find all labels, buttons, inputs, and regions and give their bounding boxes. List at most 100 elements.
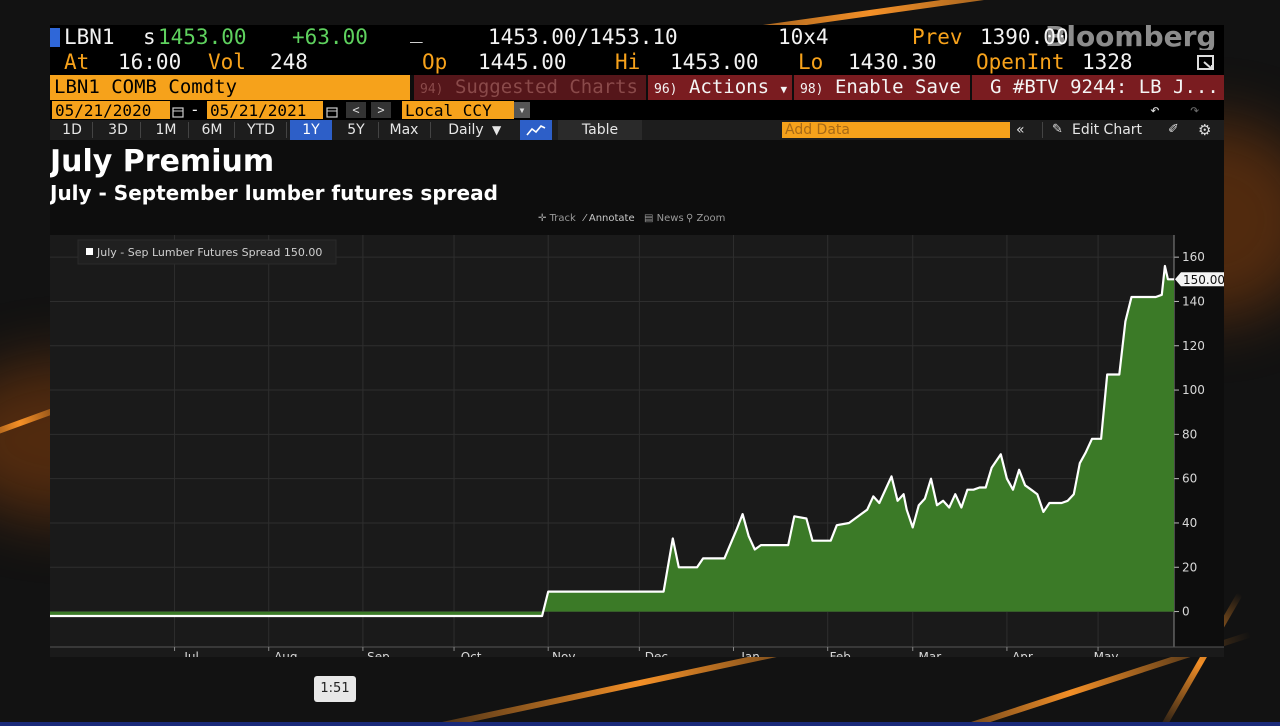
news-headline-button[interactable]: G #BTV 9244: LB J... — [972, 75, 1224, 100]
menu-number: 96) — [654, 82, 678, 97]
timeframe-3d[interactable]: 3D — [108, 122, 128, 138]
quote-time: 16:00 — [118, 50, 182, 74]
x-tick-label: Feb — [830, 650, 851, 657]
security-name[interactable]: LBN1 COMB Comdty — [50, 75, 410, 100]
vol-label: Vol — [208, 50, 246, 74]
y-tick-label: 60 — [1182, 472, 1197, 486]
divider — [140, 122, 141, 138]
divider — [234, 122, 235, 138]
timeframe-6m[interactable]: 6M — [201, 122, 223, 138]
date-row: 05/21/2020 - 05/21/2021 < > Local CCY ▾ … — [50, 100, 1224, 120]
price-change: +63.00 — [292, 25, 368, 49]
menu-number: 98) — [800, 82, 824, 97]
suggested-charts-label: Suggested Charts — [454, 76, 638, 98]
table-button[interactable]: Table — [558, 120, 642, 140]
divider — [286, 122, 287, 138]
timeframe-max[interactable]: Max — [389, 122, 419, 138]
chart-area[interactable]: 0 20 40 60 80 100 120 140 160 150.00 July - Sep Lu… — [50, 210, 1224, 657]
divider — [430, 122, 431, 138]
x-tick-label: Jan — [740, 650, 760, 657]
news-tool[interactable]: ▤ News — [644, 213, 684, 224]
open-value: 1445.00 — [478, 50, 567, 74]
start-date-field[interactable]: 05/21/2020 — [52, 101, 170, 120]
legend-label: July - Sep Lumber Futures Spread 150.00 — [96, 246, 322, 259]
legend-swatch — [86, 248, 93, 255]
dropdown-arrow-icon[interactable]: ▼ — [492, 123, 502, 137]
enable-save-label: Enable Save — [834, 76, 961, 98]
tick-indicator: _ — [410, 25, 423, 43]
draw-icon[interactable]: ✐ — [1168, 122, 1179, 137]
enable-save-button[interactable]: 98) Enable Save — [794, 75, 970, 100]
currency-dropdown-icon[interactable]: ▾ — [514, 102, 530, 118]
previous-period-button[interactable]: < — [346, 102, 366, 118]
x-tick-label: Mar — [919, 650, 942, 657]
suggested-charts-button[interactable]: 94) Suggested Charts — [414, 75, 646, 100]
collapse-icon[interactable]: « — [1016, 122, 1025, 138]
end-date-field[interactable]: 05/21/2021 — [207, 101, 323, 120]
add-data-input[interactable]: Add Data — [782, 122, 1010, 138]
series-area — [50, 266, 1174, 616]
open-interest-label: OpenInt — [976, 50, 1065, 74]
x-tick-label: Jul — [183, 650, 198, 657]
next-period-button[interactable]: > — [371, 102, 391, 118]
undo-icon[interactable]: ↶ — [1150, 100, 1160, 119]
frequency-select[interactable]: Daily — [436, 120, 496, 140]
low-value: 1430.30 — [848, 50, 937, 74]
x-tick-label: Sep — [367, 650, 390, 657]
timeframe-ytd[interactable]: YTD — [247, 122, 275, 138]
x-tick-label: Apr — [1012, 650, 1033, 657]
timeframe-1y[interactable]: 1Y — [290, 120, 332, 140]
divider — [1042, 122, 1043, 138]
series-line — [50, 264, 1174, 618]
last-prefix: s — [143, 25, 156, 49]
x-tick-label: May — [1094, 650, 1119, 657]
y-tick-label: 20 — [1182, 560, 1197, 574]
calendar-icon[interactable] — [172, 103, 184, 118]
zoom-tool[interactable]: ⚲ Zoom — [686, 213, 725, 224]
bid-ask-size: 10x4 — [778, 25, 829, 49]
y-tick-label: 40 — [1182, 516, 1197, 530]
dropdown-arrow-icon: ▼ — [780, 83, 788, 96]
at-label: At — [64, 50, 90, 74]
bottom-bar — [0, 722, 1280, 726]
news-label: News — [656, 213, 684, 224]
quote-row-2: At 16:00 Vol 248 Op 1445.00 Hi 1453.00 L… — [50, 50, 1224, 75]
bloomberg-terminal: LBN1 s 1453.00 +63.00 _ 1453.00/1453.10 … — [50, 25, 1224, 657]
x-tick-label: Oct — [461, 650, 482, 657]
currency-select[interactable]: Local CCY — [402, 101, 514, 120]
track-tool[interactable]: ✛ Track — [538, 213, 576, 224]
line-chart-icon[interactable] — [520, 120, 552, 140]
redo-icon[interactable]: ↷ — [1190, 100, 1200, 119]
divider — [92, 122, 93, 138]
x-tick-label: Aug — [274, 650, 297, 657]
popout-icon[interactable] — [1196, 53, 1216, 71]
calendar-icon[interactable] — [326, 103, 338, 118]
pencil-icon: ✎ — [1052, 122, 1063, 137]
timeframe-5y[interactable]: 5Y — [347, 122, 365, 138]
annotate-label: Annotate — [588, 213, 635, 224]
high-value: 1453.00 — [670, 50, 759, 74]
menu-row: LBN1 COMB Comdty 94) Suggested Charts 96… — [50, 75, 1224, 100]
actions-menu[interactable]: 96) Actions ▼ — [648, 75, 792, 100]
vol-value: 248 — [270, 50, 308, 74]
ticker: LBN1 — [64, 25, 115, 49]
edit-chart-button[interactable]: Edit Chart — [1072, 122, 1143, 138]
y-tick-label: 120 — [1182, 339, 1205, 353]
annotate-tool[interactable]: ⁄ Annotate — [584, 213, 635, 224]
actions-label: Actions — [688, 76, 770, 98]
menu-number: 94) — [420, 82, 444, 97]
timeframe-1m[interactable]: 1M — [155, 122, 177, 138]
quote-row-1: LBN1 s 1453.00 +63.00 _ 1453.00/1453.10 … — [50, 25, 1224, 51]
y-tick-label: 160 — [1182, 250, 1205, 264]
bid-ask: 1453.00/1453.10 — [488, 25, 678, 49]
magnifier-icon: ⚲ — [686, 213, 697, 224]
last-value-tag — [1175, 272, 1224, 287]
prev-label: Prev — [912, 25, 963, 49]
video-timestamp: 1:51 — [314, 676, 356, 702]
frequency-label: Daily — [448, 122, 484, 138]
timeframe-1d[interactable]: 1D — [62, 122, 82, 138]
legend-box — [77, 239, 337, 265]
y-tick-label: 100 — [1182, 383, 1205, 397]
settings-gear-icon[interactable]: ⚙ — [1198, 121, 1212, 139]
last-price: 1453.00 — [158, 25, 247, 49]
